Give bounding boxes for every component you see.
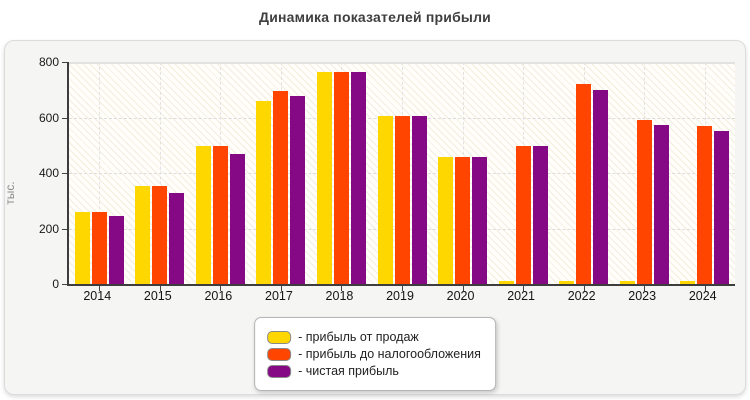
x-tick-mark-2014 (99, 286, 101, 291)
bar-group-2020 (432, 62, 493, 291)
bar-2017-чистая-прибыль (290, 96, 306, 284)
y-tick-mark-0 (62, 284, 67, 285)
bar-2020-чистая-прибыль (472, 156, 488, 284)
legend-item-2: - чистая прибыль (267, 364, 481, 378)
bar-group-2017 (251, 62, 312, 291)
x-tick-mark-2021 (523, 286, 525, 291)
bar-2022-прибыль-от-продаж (559, 281, 575, 284)
bar-2024-прибыль-от-продаж (680, 281, 696, 284)
bar-2015-прибыль-до-налогообложения (152, 186, 168, 284)
bar-2015-прибыль-от-продаж (135, 186, 151, 284)
bar-2018-прибыль-до-налогообложения (333, 72, 349, 284)
x-tick-label-2019: 2019 (386, 289, 414, 303)
chart-panel: тыс. 0 200 400 600 800 2014 2015 2016 2017 2018 2… (3, 40, 746, 395)
legend-swatch-icon (267, 347, 292, 361)
x-tick-label-2023: 2023 (628, 289, 657, 303)
x-tick-mark-2020 (462, 286, 464, 291)
bar-2016-чистая-прибыль (229, 153, 245, 284)
bar-group-2022 (553, 62, 614, 291)
bar-group-2024 (674, 62, 735, 291)
bar-2022-чистая-прибыль (593, 89, 609, 284)
x-tick-label-2020: 2020 (446, 289, 475, 303)
x-tick-mark-2019 (402, 286, 403, 291)
x-tick-mark-2022 (583, 286, 585, 291)
bar-2023-чистая-прибыль (653, 125, 669, 284)
x-tick-mark-2023 (644, 286, 646, 291)
bar-2020-прибыль-от-продаж (438, 156, 454, 284)
bar-group-2023 (614, 62, 675, 291)
bar-2014-чистая-прибыль (108, 216, 124, 284)
bar-2014-прибыль-от-продаж (74, 211, 90, 284)
x-axis: 2014 2015 2016 2017 2018 2019 2020 2021 2022 2023… (67, 289, 733, 303)
vertical-gridline (99, 62, 101, 284)
y-tick-label-800: 800 (38, 55, 59, 69)
bar-2023-прибыль-от-продаж (619, 281, 635, 284)
bar-2014-прибыль-до-налогообложения (91, 211, 107, 284)
x-tick-label-2024: 2024 (688, 289, 717, 303)
x-tick-mark-2016 (220, 286, 222, 291)
legend-swatch-icon (267, 364, 292, 378)
bar-2018-прибыль-от-продаж (316, 72, 332, 284)
y-tick-label-200: 200 (38, 221, 59, 236)
y-tick-label-400: 400 (38, 166, 59, 180)
bar-2016-прибыль-до-налогообложения (212, 146, 228, 284)
x-tick-mark-2024 (704, 286, 706, 291)
y-tick-mark-200 (62, 228, 67, 230)
legend-item-1: - прибыль до налогообложения (267, 347, 481, 361)
plot-area (67, 62, 735, 291)
bar-group-2018 (311, 62, 372, 291)
bar-2015-чистая-прибыль (169, 192, 185, 284)
bar-2020-прибыль-до-налогообложения (455, 156, 471, 284)
y-tick-mark-400 (62, 173, 67, 174)
x-tick-label-2017: 2017 (265, 289, 293, 303)
legend-swatch-icon (267, 330, 292, 344)
bar-group-2014 (69, 62, 130, 291)
bar-2017-прибыль-до-налогообложения (273, 91, 289, 284)
x-tick-label-2021: 2021 (507, 289, 535, 303)
chart-legend: - прибыль от продаж - прибыль до налогооб… (254, 317, 496, 391)
x-tick-label-2016: 2016 (204, 289, 233, 303)
y-tick-mark-800 (62, 62, 67, 63)
bar-2017-прибыль-от-продаж (256, 101, 272, 284)
y-tick-label-0: 0 (52, 277, 59, 291)
bar-2023-прибыль-до-налогообложения (636, 120, 652, 284)
x-tick-mark-2015 (159, 286, 161, 291)
bar-2019-чистая-прибыль (411, 115, 427, 284)
bar-2019-прибыль-до-налогообложения (394, 115, 410, 284)
legend-label: - прибыль от продаж (298, 330, 419, 344)
bar-2021-прибыль-до-налогообложения (515, 146, 531, 284)
chart-title: Динамика показателей прибыли (259, 9, 491, 25)
bar-group-2016 (190, 62, 251, 291)
bar-group-2019 (372, 62, 433, 291)
bar-2018-чистая-прибыль (350, 72, 366, 284)
legend-label: - чистая прибыль (298, 364, 399, 378)
vertical-gridline (159, 62, 161, 284)
x-tick-label-2014: 2014 (83, 289, 112, 303)
x-tick-label-2018: 2018 (325, 289, 354, 303)
x-tick-label-2022: 2022 (567, 289, 596, 303)
x-tick-mark-2017 (280, 286, 282, 291)
bar-2016-прибыль-от-продаж (195, 146, 211, 284)
y-tick-label-600: 600 (38, 110, 59, 125)
bar-2021-чистая-прибыль (532, 146, 548, 284)
bar-2024-чистая-прибыль (714, 130, 730, 284)
bar-2021-прибыль-от-продаж (498, 281, 514, 284)
bar-group-2021 (493, 62, 554, 291)
bar-2022-прибыль-до-налогообложения (576, 83, 592, 284)
x-tick-label-2015: 2015 (143, 289, 172, 303)
bar-group-2015 (130, 62, 191, 291)
legend-item-0: - прибыль от продаж (267, 330, 481, 344)
bar-2024-прибыль-до-налогообложения (697, 126, 713, 284)
bar-2019-прибыль-от-продаж (377, 115, 393, 284)
legend-label: - прибыль до налогообложения (298, 347, 481, 361)
y-tick-mark-600 (62, 117, 67, 119)
x-tick-mark-2018 (341, 286, 343, 291)
